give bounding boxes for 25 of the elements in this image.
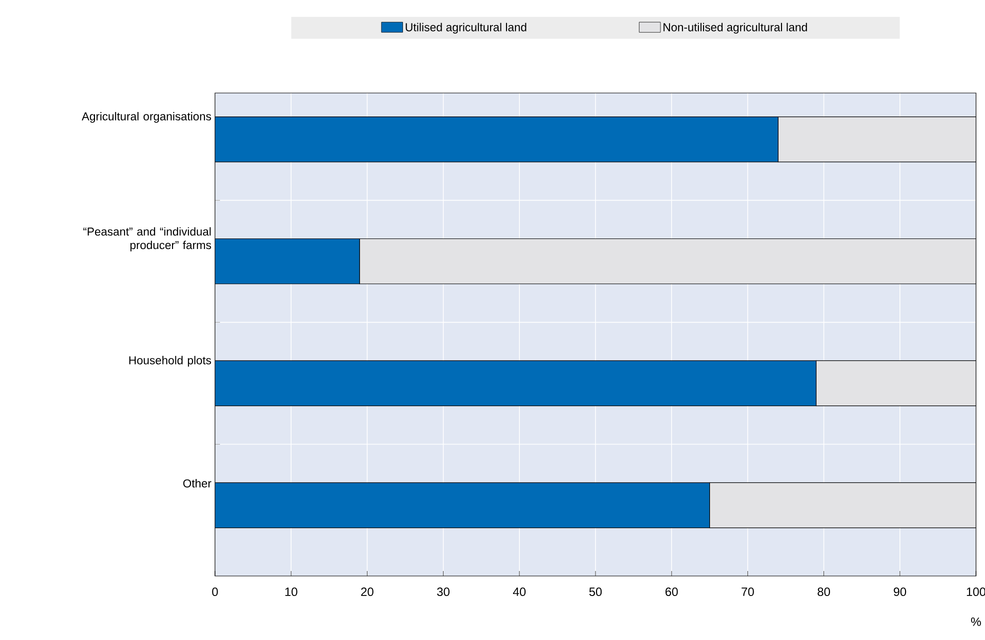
bar [778, 116, 976, 162]
x-tick-label: 10 [285, 588, 298, 596]
y-tick-label: “Peasant” and “individual producer” farms [83, 227, 212, 252]
bar [214, 482, 710, 528]
y-tick-label: Other [183, 479, 212, 488]
x-tick-label: 60 [666, 588, 678, 596]
bar [214, 360, 816, 406]
x-tick-label: 70 [742, 588, 754, 596]
x-tick-label: 80 [818, 588, 830, 596]
x-tick-label: 50 [589, 588, 602, 596]
x-tick-label: 30 [437, 588, 450, 596]
bar [214, 238, 360, 284]
text: Non-utilised agricultural land [664, 22, 807, 34]
y-tick-label: Agricultural organisations [82, 112, 212, 123]
x-tick-label: 90 [894, 588, 906, 596]
legend-label: Utilised agricultural land [406, 22, 526, 34]
bar [359, 238, 976, 284]
y-tick-label: Household plots [129, 356, 212, 367]
x-tick-label: 20 [361, 588, 374, 596]
x-tick-label: 0 [212, 588, 218, 596]
bar [214, 116, 778, 162]
x-tick-label: 40 [513, 588, 526, 596]
x-axis-title: % [971, 618, 981, 626]
bar [709, 482, 976, 528]
bar [816, 360, 976, 406]
